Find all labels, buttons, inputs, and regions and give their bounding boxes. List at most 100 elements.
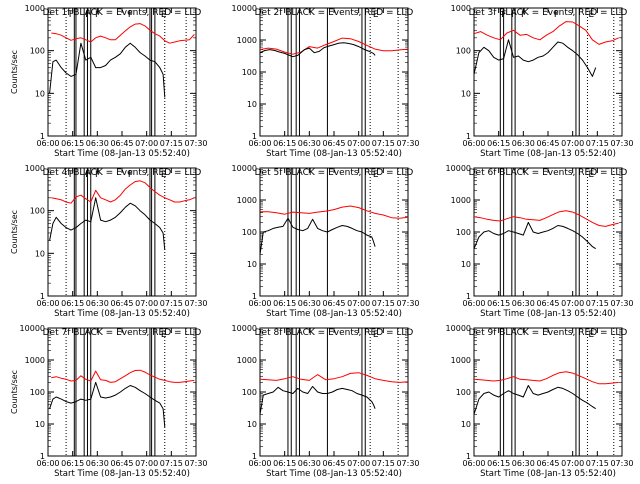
y-axis-label: Counts/sec xyxy=(10,370,19,414)
x-tick-label: 07:00 xyxy=(347,299,370,308)
y-tick-label: 10000 xyxy=(232,4,257,13)
x-tick-label: 07:30 xyxy=(610,299,633,308)
y-tick-label: 10 xyxy=(461,260,471,269)
x-axis-label: Start Time (08-Jan-13 05:52:40) xyxy=(266,149,402,159)
x-axis-label: Start Time (08-Jan-13 05:52:40) xyxy=(480,469,616,479)
plot-frame xyxy=(259,7,409,137)
x-tick-label: 07:15 xyxy=(372,459,395,468)
x-tick-label: 06:15 xyxy=(61,299,84,308)
flag-marker-label: E xyxy=(161,170,167,180)
series-events-line xyxy=(473,221,596,250)
x-tick-label: 06:45 xyxy=(536,459,559,468)
x-tick-label: 07:15 xyxy=(160,299,183,308)
y-tick-label: 1 xyxy=(466,452,471,461)
y-tick-label: 1000 xyxy=(237,196,257,205)
panel-title: Det 1f BLACK = Events, RED = LLD xyxy=(43,8,202,18)
x-tick-label: 06:45 xyxy=(322,459,345,468)
series-lld-line xyxy=(51,23,195,44)
panel-title: Det 2f BLACK = Events, RED = LLD xyxy=(255,8,414,18)
x-tick-label: 06:15 xyxy=(487,139,510,148)
x-tick-label: 06:00 xyxy=(36,139,59,148)
x-tick-label: 06:00 xyxy=(462,299,485,308)
panel-title: Det 5f BLACK = Events, RED = LLD xyxy=(255,168,414,178)
x-tick-label: 07:15 xyxy=(372,299,395,308)
panel-title: Det 9f BLACK = Events, RED = LLD xyxy=(469,328,628,338)
flag-marker-label: E xyxy=(588,330,594,340)
plot-frame xyxy=(473,167,623,297)
x-tick-label: 06:45 xyxy=(110,139,133,148)
plot-frame xyxy=(47,167,197,297)
y-tick-label: 100 xyxy=(456,388,471,397)
y-tick-label: 10 xyxy=(35,249,45,258)
series-events-line xyxy=(473,39,597,77)
x-tick-label: 06:30 xyxy=(86,299,109,308)
y-tick-label: 10000 xyxy=(232,324,257,333)
y-tick-label: 100 xyxy=(456,228,471,237)
x-tick-label: 06:15 xyxy=(487,299,510,308)
x-tick-label: 06:30 xyxy=(86,139,109,148)
y-tick-label: 10 xyxy=(461,89,471,98)
x-tick-label: 06:30 xyxy=(512,299,535,308)
y-tick-label: 1 xyxy=(466,292,471,301)
x-axis-label: Start Time (08-Jan-13 05:52:40) xyxy=(480,149,616,159)
panel-4: F F F F E06:00 06:15 06:30 06:45 07:00 07:15 07:30… xyxy=(10,164,208,319)
y-tick-label: 100 xyxy=(242,68,257,77)
plot-frame xyxy=(47,327,197,457)
flag-marker-label: E xyxy=(161,330,167,340)
flag-marker-label: F xyxy=(511,10,516,20)
y-tick-label: 1000 xyxy=(451,356,471,365)
x-axis-label: Start Time (08-Jan-13 05:52:40) xyxy=(266,309,402,319)
panel-title: Det 7f BLACK = Events, RED = LLD xyxy=(43,328,202,338)
y-tick-label: 1 xyxy=(466,132,471,141)
y-tick-label: 100 xyxy=(30,47,45,56)
x-tick-label: 06:00 xyxy=(462,139,485,148)
y-tick-label: 100 xyxy=(242,388,257,397)
x-tick-label: 07:15 xyxy=(160,139,183,148)
y-tick-label: 10000 xyxy=(446,164,471,173)
x-tick-label: 07:30 xyxy=(184,139,207,148)
x-tick-label: 07:00 xyxy=(561,299,584,308)
panel-title: Det 6f BLACK = Events, RED = LLD xyxy=(469,168,628,178)
x-tick-label: 07:00 xyxy=(347,139,370,148)
x-tick-label: 07:15 xyxy=(586,139,609,148)
x-tick-label: 07:00 xyxy=(135,139,158,148)
flag-marker-label: F xyxy=(85,170,90,180)
flag-marker-label: E xyxy=(588,10,594,20)
y-tick-label: 1000 xyxy=(237,356,257,365)
series-lld-line xyxy=(259,372,409,383)
series-events-line xyxy=(259,217,376,255)
flag-marker-label: F xyxy=(85,10,90,20)
series-lld-line xyxy=(473,371,619,385)
plot-frame xyxy=(259,167,409,297)
x-tick-label: 06:15 xyxy=(273,299,296,308)
plot-frame xyxy=(473,7,623,137)
series-events-line xyxy=(49,197,166,251)
x-tick-label: 06:30 xyxy=(298,139,321,148)
x-tick-label: 07:00 xyxy=(347,459,370,468)
x-tick-label: 07:00 xyxy=(561,139,584,148)
flag-marker-label: F xyxy=(69,170,74,180)
x-tick-label: 06:15 xyxy=(273,139,296,148)
x-tick-label: 06:45 xyxy=(110,459,133,468)
x-tick-label: 06:00 xyxy=(248,139,271,148)
y-tick-label: 10 xyxy=(247,100,257,109)
flag-marker-label: F xyxy=(69,10,74,20)
x-tick-label: 06:00 xyxy=(248,459,271,468)
series-lld-line xyxy=(473,21,619,45)
x-tick-label: 07:30 xyxy=(184,459,207,468)
y-tick-label: 1000 xyxy=(25,4,45,13)
x-tick-label: 07:00 xyxy=(135,299,158,308)
series-events-line xyxy=(259,42,376,58)
x-tick-label: 06:45 xyxy=(536,299,559,308)
x-tick-label: 07:00 xyxy=(135,459,158,468)
flag-marker-label: E xyxy=(588,170,594,180)
x-tick-label: 07:15 xyxy=(586,299,609,308)
panel-1: F F F F E06:00 06:15 06:30 06:45 07:00 07:15 07:30… xyxy=(10,4,208,159)
y-tick-label: 10 xyxy=(247,260,257,269)
y-tick-label: 10000 xyxy=(232,164,257,173)
y-tick-label: 100 xyxy=(242,228,257,237)
y-tick-label: 1 xyxy=(252,132,257,141)
flag-marker-label: F xyxy=(554,10,559,20)
x-tick-label: 06:45 xyxy=(322,139,345,148)
